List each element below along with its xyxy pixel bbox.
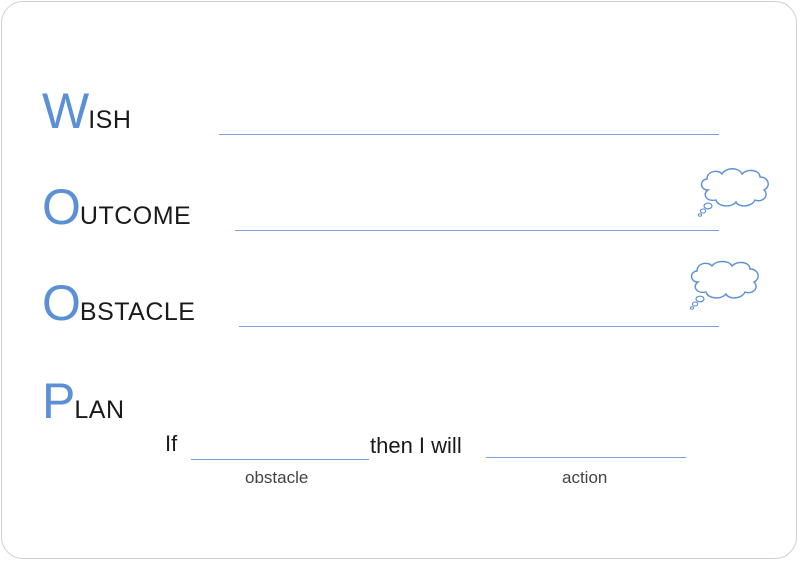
wish-initial: W — [42, 83, 89, 139]
plan-label: lan — [74, 396, 125, 424]
plan-if-label: If — [165, 431, 178, 456]
thought-bubble-icon — [697, 168, 769, 217]
plan-heading: Plan — [42, 376, 125, 426]
obstacle-heading: Obstacle — [42, 278, 195, 328]
wish-label: ish — [88, 106, 132, 134]
obstacle-caption: obstacle — [245, 468, 309, 487]
wish-answer-line[interactable] — [219, 134, 719, 135]
outcome-initial: O — [42, 179, 81, 235]
plan-obstacle-line[interactable] — [191, 459, 369, 460]
obstacle-answer-line[interactable] — [239, 326, 719, 327]
outcome-label: utcome — [79, 202, 192, 230]
outcome-answer-line[interactable] — [235, 230, 719, 231]
action-caption: action — [562, 468, 608, 487]
obstacle-label: bstacle — [79, 298, 196, 326]
wish-heading: Wish — [42, 86, 131, 136]
plan-then-label: then I will — [370, 433, 462, 458]
obstacle-initial: O — [42, 275, 81, 331]
outcome-heading: Outcome — [42, 182, 191, 232]
plan-action-line[interactable] — [486, 457, 686, 458]
plan-initial: P — [42, 373, 75, 429]
thought-bubble-icon — [689, 260, 759, 310]
